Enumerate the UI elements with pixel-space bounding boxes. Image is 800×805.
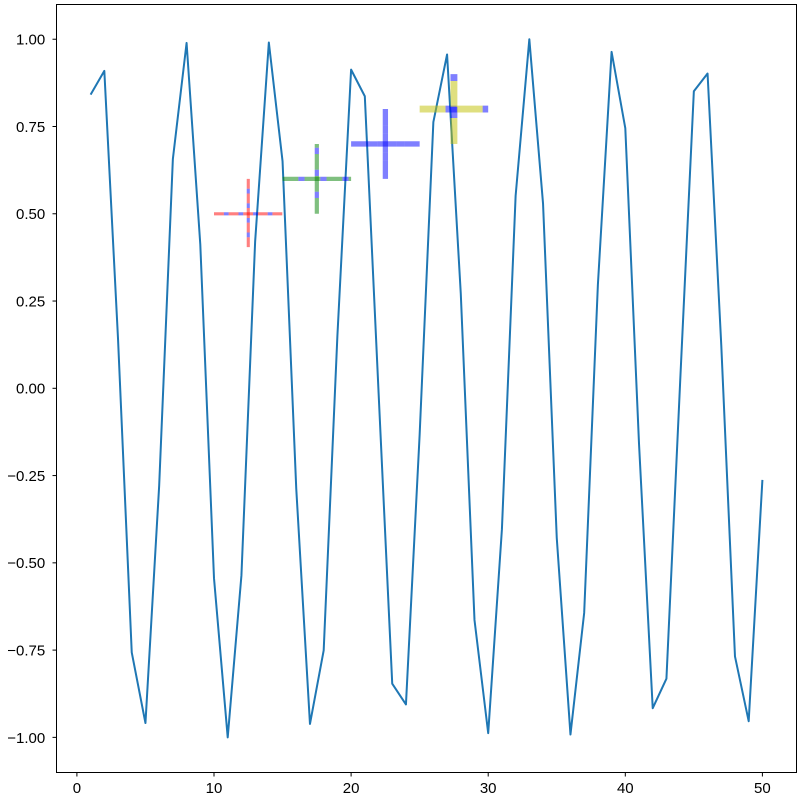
svg-text:0: 0 bbox=[73, 780, 81, 797]
svg-text:−0.75: −0.75 bbox=[7, 643, 45, 660]
svg-text:50: 50 bbox=[754, 780, 771, 797]
svg-text:20: 20 bbox=[343, 780, 360, 797]
svg-text:10: 10 bbox=[206, 780, 223, 797]
svg-text:0.00: 0.00 bbox=[16, 381, 45, 398]
svg-text:0.25: 0.25 bbox=[16, 293, 45, 310]
svg-text:−0.50: −0.50 bbox=[7, 555, 45, 572]
svg-text:0.50: 0.50 bbox=[16, 206, 45, 223]
svg-text:−0.25: −0.25 bbox=[7, 468, 45, 485]
svg-text:30: 30 bbox=[480, 780, 497, 797]
svg-text:1.00: 1.00 bbox=[16, 32, 45, 49]
svg-text:0.75: 0.75 bbox=[16, 119, 45, 136]
svg-text:−1.00: −1.00 bbox=[7, 730, 45, 747]
svg-text:40: 40 bbox=[617, 780, 634, 797]
